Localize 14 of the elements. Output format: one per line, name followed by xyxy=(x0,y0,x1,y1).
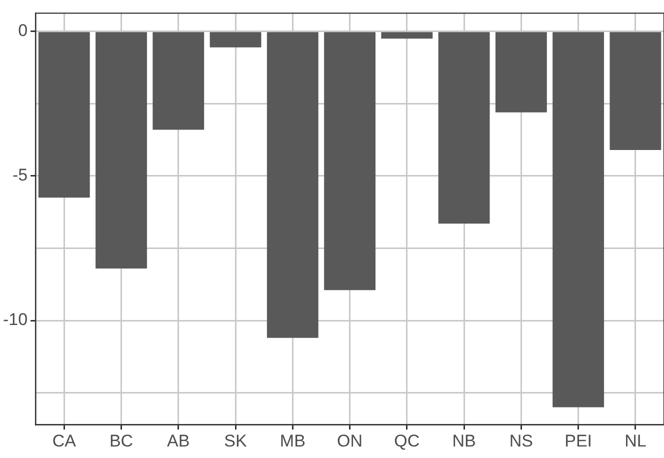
y-tick-label: -10 xyxy=(2,310,28,330)
x-tick-label: NL xyxy=(624,431,646,450)
x-tick-label: QC xyxy=(394,431,420,450)
x-tick-label: BC xyxy=(109,431,134,450)
y-tick-label: -5 xyxy=(12,166,28,185)
x-tick-label: NB xyxy=(452,431,476,450)
x-tick-label: MB xyxy=(280,431,306,450)
x-tick-label: AB xyxy=(167,431,190,450)
x-tick-label: SK xyxy=(224,431,248,450)
x-tick-label: PEI xyxy=(564,431,592,450)
x-tick-label: ON xyxy=(337,431,363,450)
x-tick-label: CA xyxy=(52,431,77,450)
y-tick-label: 0 xyxy=(18,21,28,40)
x-tick-label: NS xyxy=(509,431,533,450)
